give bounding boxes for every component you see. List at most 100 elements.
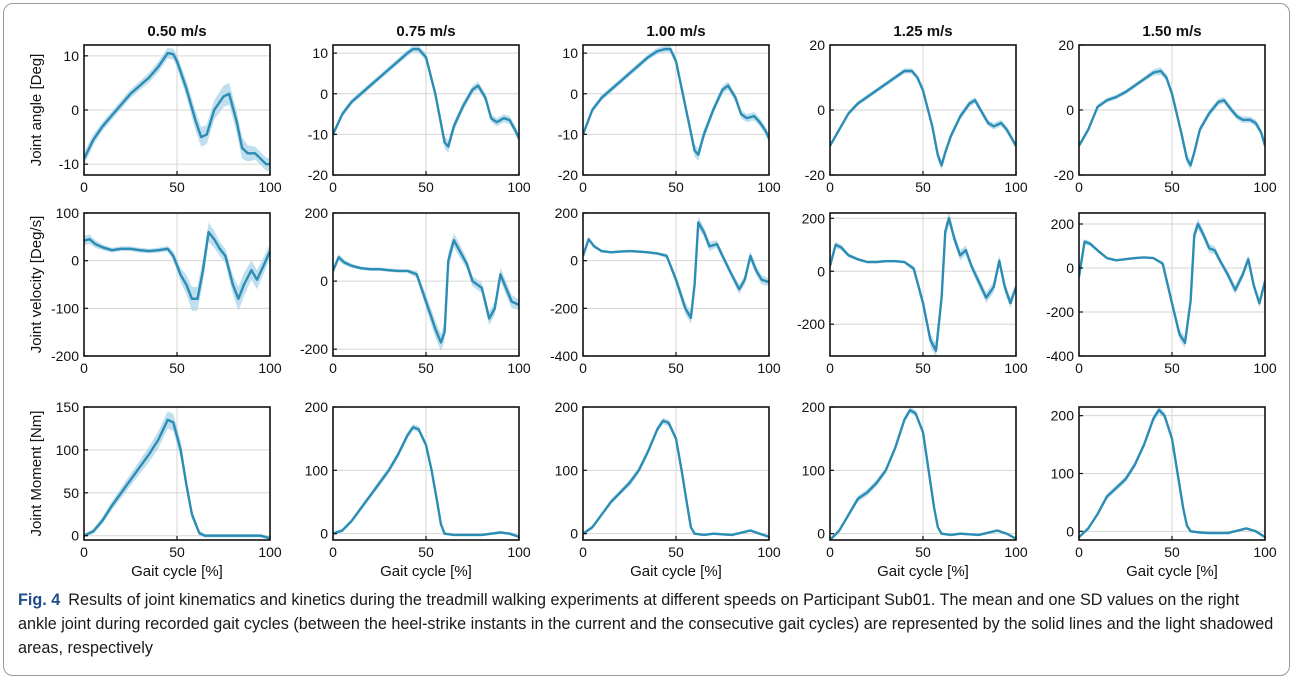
x-tick-label: 0 [329,544,337,560]
caption-label: Fig. 4 [18,591,61,609]
y-tick-label: 0 [71,528,79,544]
x-tick-label: 50 [418,360,434,376]
x-tick-label: 50 [418,179,434,195]
y-tick-label: 0 [320,86,328,102]
x-tick-label: 100 [1253,179,1277,195]
y-tick-label: 200 [1051,216,1075,232]
y-tick-label: 10 [312,45,328,61]
y-tick-label: 20 [1058,37,1074,53]
y-tick-label: -10 [558,126,578,142]
mean-line [333,239,519,344]
x-tick-label: 50 [915,360,931,376]
x-tick-label: 50 [668,179,684,195]
y-tick-label: 0 [71,102,79,118]
chart-grid: 0.50 m/s 0.75 m/s 1.00 m/s 1.25 m/s 1.50 m/s… [28,23,1277,580]
y-tick-label: 200 [555,205,579,221]
x-tick-label: 100 [1004,544,1028,560]
y-tick-label: 0 [320,273,328,289]
y-tick-label: -200 [1046,304,1074,320]
y-tick-label: 100 [1051,466,1075,482]
x-tick-label: 100 [1004,179,1028,195]
y-tick-label: -200 [550,300,578,316]
y-tick-label: 100 [56,442,80,458]
x-tick-label: 0 [826,544,834,560]
x-tick-label: 100 [258,360,282,376]
x-tick-label: 50 [1164,179,1180,195]
x-tick-label: 50 [1164,360,1180,376]
y-tick-label: 10 [562,45,578,61]
x-tick-label: 0 [1075,179,1083,195]
y-tick-label: 0 [817,263,825,279]
column-title: 0.75 m/s [396,23,455,40]
x-tick-label: 100 [507,360,531,376]
x-axis-label: Gait cycle [%] [380,563,472,580]
y-tick-label: 0 [71,253,79,269]
y-tick-label: 0 [1066,260,1074,276]
column-title: 1.50 m/s [1142,23,1201,40]
y-tick-label: 100 [56,205,80,221]
mean-line [333,47,519,148]
x-tick-label: 50 [169,179,185,195]
y-tick-label: 200 [802,399,826,415]
column-title: 0.50 m/s [147,23,206,40]
x-tick-label: 50 [418,544,434,560]
y-tick-label: 0 [1066,523,1074,539]
y-tick-label: 10 [63,48,79,64]
x-tick-label: 100 [1253,360,1277,376]
y-tick-label: -10 [308,126,328,142]
x-tick-label: 100 [258,544,282,560]
y-tick-label: 50 [63,485,79,501]
x-tick-label: 100 [258,179,282,195]
y-tick-label: -20 [558,167,578,183]
y-tick-label: 200 [305,205,329,221]
x-tick-label: 50 [668,544,684,560]
mean-line [583,47,769,156]
caption-text: Results of joint kinematics and kinetics… [18,591,1274,657]
y-tick-label: -200 [300,341,328,357]
y-tick-label: -400 [1046,348,1074,364]
mean-line [1079,408,1265,539]
x-tick-label: 100 [1253,544,1277,560]
y-tick-label: -200 [797,316,825,332]
column-title: 1.25 m/s [893,23,952,40]
mean-line [583,221,769,320]
y-tick-label: -10 [59,156,79,172]
y-tick-label: 200 [802,210,826,226]
x-tick-label: 0 [826,179,834,195]
row-ylabel: Joint velocity [Deg/s] [28,216,45,354]
y-tick-label: 0 [1066,102,1074,118]
x-tick-label: 100 [757,179,781,195]
y-tick-label: -20 [1054,167,1074,183]
mean-line [333,426,519,538]
x-tick-label: 0 [826,360,834,376]
x-axis-label: Gait cycle [%] [1126,563,1218,580]
y-tick-label: -20 [308,167,328,183]
x-tick-label: 100 [757,544,781,560]
y-tick-label: 20 [809,37,825,53]
x-tick-label: 0 [329,179,337,195]
y-tick-label: -100 [51,300,79,316]
mean-line [1079,69,1265,167]
mean-line [1079,222,1265,344]
x-tick-label: 50 [668,360,684,376]
y-tick-label: 200 [1051,408,1075,424]
y-tick-label: -200 [51,348,79,364]
x-axis-label: Gait cycle [%] [877,563,969,580]
row-ylabel: Joint angle [Deg] [28,54,45,167]
x-tick-label: 100 [1004,360,1028,376]
x-tick-label: 0 [1075,360,1083,376]
row-ylabel: Joint Moment [Nm] [28,411,45,537]
mean-line [830,69,1016,167]
x-tick-label: 50 [169,544,185,560]
mean-line [583,419,769,538]
x-tick-label: 0 [80,179,88,195]
x-tick-label: 0 [329,360,337,376]
mean-line [84,230,270,300]
y-tick-label: -20 [805,167,825,183]
y-tick-label: 0 [320,526,328,542]
x-tick-label: 100 [757,360,781,376]
y-tick-label: 200 [555,399,579,415]
column-title: 1.00 m/s [646,23,705,40]
y-tick-label: 0 [570,526,578,542]
figure-caption: Fig. 4 Results of joint kinematics and ki… [18,588,1278,660]
